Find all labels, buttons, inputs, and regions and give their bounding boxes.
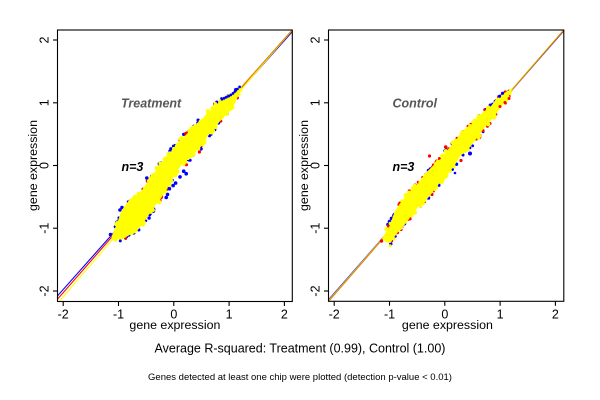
svg-text:2: 2 [38,36,52,43]
svg-text:-2: -2 [38,285,52,296]
svg-text:gene expression: gene expression [26,120,40,211]
svg-text:0: 0 [441,308,448,322]
svg-text:-2: -2 [58,308,69,322]
svg-text:Treatment: Treatment [121,97,182,111]
svg-text:-1: -1 [113,308,124,322]
svg-text:0: 0 [38,162,52,169]
svg-text:gene expression: gene expression [402,318,493,332]
svg-text:Average R-squared: Treatment (: Average R-squared: Treatment (0.99), Con… [155,341,446,355]
svg-text:1: 1 [309,99,323,106]
svg-text:Control: Control [393,97,438,111]
svg-text:2: 2 [552,308,559,322]
svg-text:1: 1 [497,308,504,322]
svg-text:-1: -1 [38,223,52,234]
svg-text:n=3: n=3 [393,160,415,174]
svg-text:2: 2 [309,36,323,43]
svg-text:0: 0 [170,308,177,322]
svg-text:1: 1 [38,99,52,106]
svg-text:n=3: n=3 [122,160,144,174]
svg-text:Genes detected at least one ch: Genes detected at least one chip were pl… [148,372,452,383]
svg-text:-2: -2 [329,308,340,322]
svg-text:-1: -1 [309,223,323,234]
svg-text:gene expression: gene expression [297,120,311,211]
svg-text:2: 2 [281,308,288,322]
svg-text:-1: -1 [384,308,395,322]
svg-text:-2: -2 [309,285,323,296]
svg-text:gene expression: gene expression [129,318,220,332]
svg-text:1: 1 [226,308,233,322]
svg-text:0: 0 [309,162,323,169]
